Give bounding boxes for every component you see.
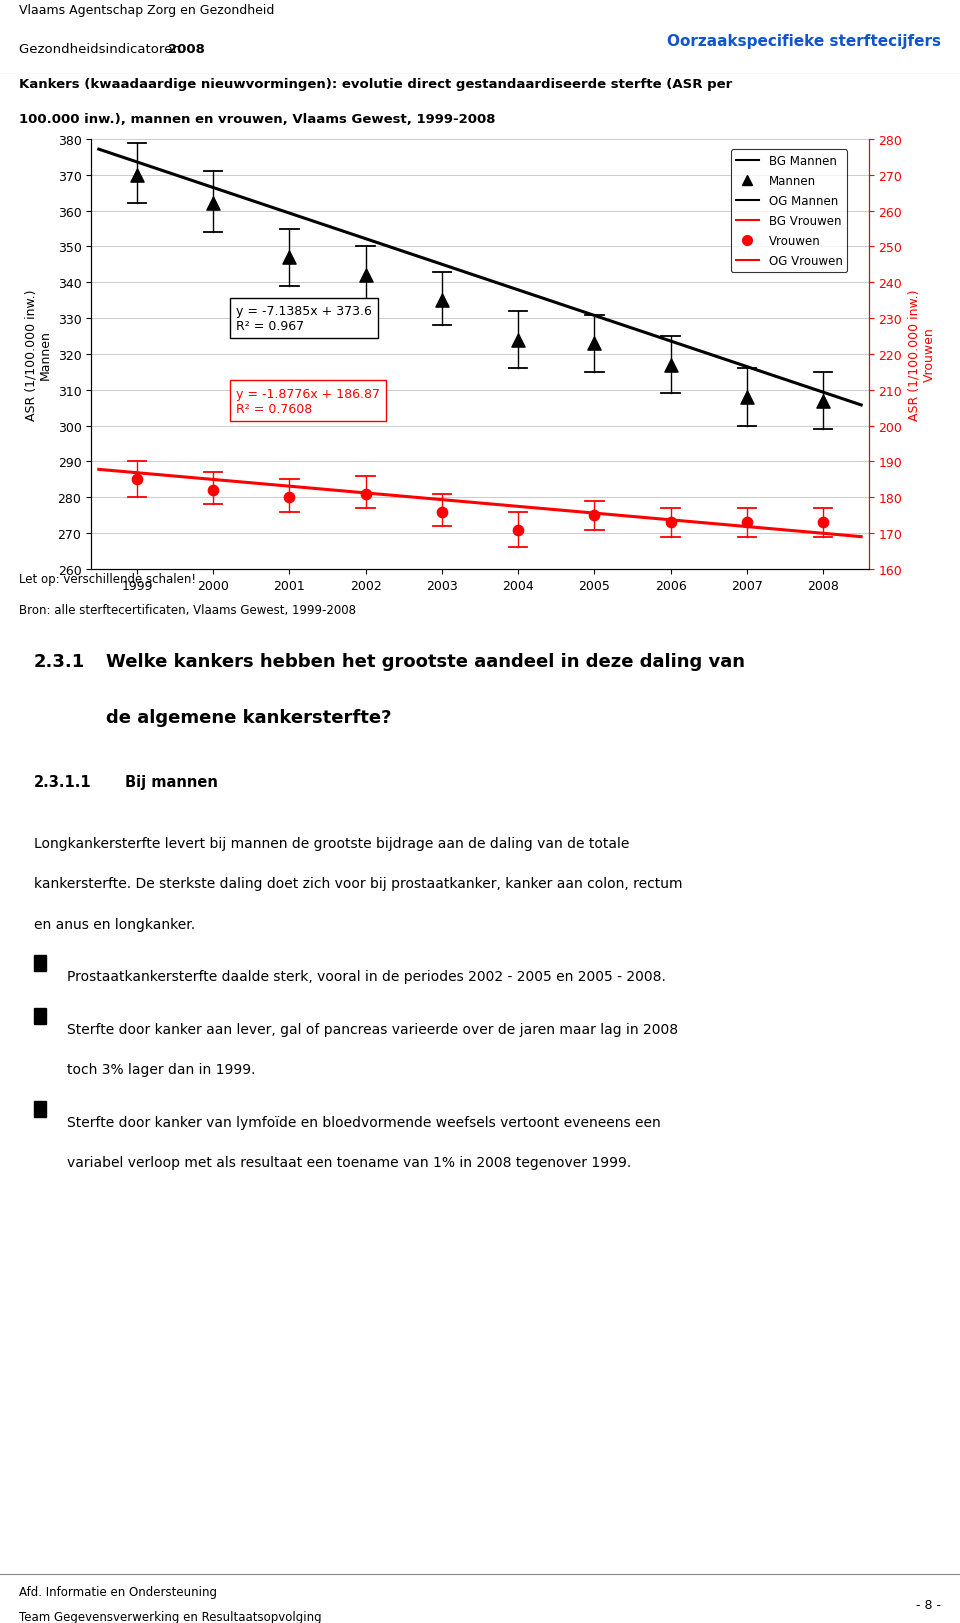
Point — [815, 388, 830, 414]
Text: variabel verloop met als resultaat een toename van 1% in 2008 tegenover 1999.: variabel verloop met als resultaat een t… — [67, 1156, 632, 1170]
Text: Team Gegevensverwerking en Resultaatsopvolging: Team Gegevensverwerking en Resultaatsopv… — [19, 1610, 322, 1623]
Text: Afd. Informatie en Ondersteuning: Afd. Informatie en Ondersteuning — [19, 1586, 217, 1599]
Text: Kankers (kwaadaardige nieuwvormingen): evolutie direct gestandaardiseerde sterft: Kankers (kwaadaardige nieuwvormingen): e… — [19, 78, 732, 91]
Text: Bron: alle sterftecertificaten, Vlaams Gewest, 1999-2008: Bron: alle sterftecertificaten, Vlaams G… — [19, 604, 356, 617]
Text: Sterfte door kanker aan lever, gal of pancreas varieerde over de jaren maar lag : Sterfte door kanker aan lever, gal of pa… — [67, 1022, 679, 1035]
Text: Welke kankers hebben het grootste aandeel in deze daling van: Welke kankers hebben het grootste aandee… — [106, 652, 745, 670]
Point — [663, 352, 679, 378]
Point — [511, 328, 526, 354]
Bar — [34, 956, 46, 972]
Point — [281, 245, 297, 271]
Point — [511, 518, 526, 544]
Text: kankersterfte. De sterkste daling doet zich voor bij prostaatkanker, kanker aan : kankersterfte. De sterkste daling doet z… — [34, 876, 683, 891]
Text: Let op: verschillende schalen!: Let op: verschillende schalen! — [19, 573, 196, 586]
Y-axis label: ASR (1/100.000 inw.)
Vrouwen: ASR (1/100.000 inw.) Vrouwen — [908, 289, 936, 420]
Text: Prostaatkankersterfte daalde sterk, vooral in de periodes 2002 - 2005 en 2005 - : Prostaatkankersterfte daalde sterk, voor… — [67, 971, 666, 984]
Text: en anus en longkanker.: en anus en longkanker. — [34, 917, 195, 932]
Point — [434, 287, 449, 313]
Text: Longkankersterfte levert bij mannen de grootste bijdrage aan de daling van de to: Longkankersterfte levert bij mannen de g… — [34, 836, 629, 850]
Point — [663, 510, 679, 536]
Text: 100.000 inw.), mannen en vrouwen, Vlaams Gewest, 1999-2008: 100.000 inw.), mannen en vrouwen, Vlaams… — [19, 112, 495, 125]
Point — [205, 192, 221, 217]
Y-axis label: ASR (1/100.000 inw.)
Mannen: ASR (1/100.000 inw.) Mannen — [24, 289, 52, 420]
Text: Gezondheidsindicatoren: Gezondheidsindicatoren — [19, 44, 185, 57]
Point — [205, 477, 221, 503]
Text: y = -7.1385x + 373.6
R² = 0.967: y = -7.1385x + 373.6 R² = 0.967 — [236, 305, 372, 333]
Point — [130, 162, 145, 188]
Text: 2008: 2008 — [168, 44, 204, 57]
Point — [130, 467, 145, 493]
Point — [434, 500, 449, 526]
Point — [358, 263, 373, 289]
Point — [587, 331, 602, 357]
Text: 2.3.1: 2.3.1 — [34, 652, 84, 670]
Point — [739, 385, 755, 411]
Point — [358, 482, 373, 508]
Point — [281, 485, 297, 511]
Point — [587, 503, 602, 529]
Point — [739, 510, 755, 536]
Text: Vlaams Agentschap Zorg en Gezondheid: Vlaams Agentschap Zorg en Gezondheid — [19, 3, 275, 16]
Text: 2.3.1.1: 2.3.1.1 — [34, 774, 91, 789]
Text: toch 3% lager dan in 1999.: toch 3% lager dan in 1999. — [67, 1063, 255, 1076]
Text: y = -1.8776x + 186.87
R² = 0.7608: y = -1.8776x + 186.87 R² = 0.7608 — [236, 388, 380, 415]
Point — [815, 510, 830, 536]
Text: Oorzaakspecifieke sterftecijfers: Oorzaakspecifieke sterftecijfers — [667, 34, 941, 49]
Text: Sterfte door kanker van lymfoïde en bloedvormende weefsels vertoont eveneens een: Sterfte door kanker van lymfoïde en bloe… — [67, 1115, 660, 1130]
Bar — [34, 1100, 46, 1117]
Text: de algemene kankersterfte?: de algemene kankersterfte? — [106, 708, 391, 725]
Text: Bij mannen: Bij mannen — [125, 774, 218, 789]
Legend: BG Mannen, Mannen, OG Mannen, BG Vrouwen, Vrouwen, OG Vrouwen: BG Mannen, Mannen, OG Mannen, BG Vrouwen… — [731, 149, 848, 273]
Text: - 8 -: - 8 - — [916, 1599, 941, 1612]
Bar — [34, 1008, 46, 1024]
